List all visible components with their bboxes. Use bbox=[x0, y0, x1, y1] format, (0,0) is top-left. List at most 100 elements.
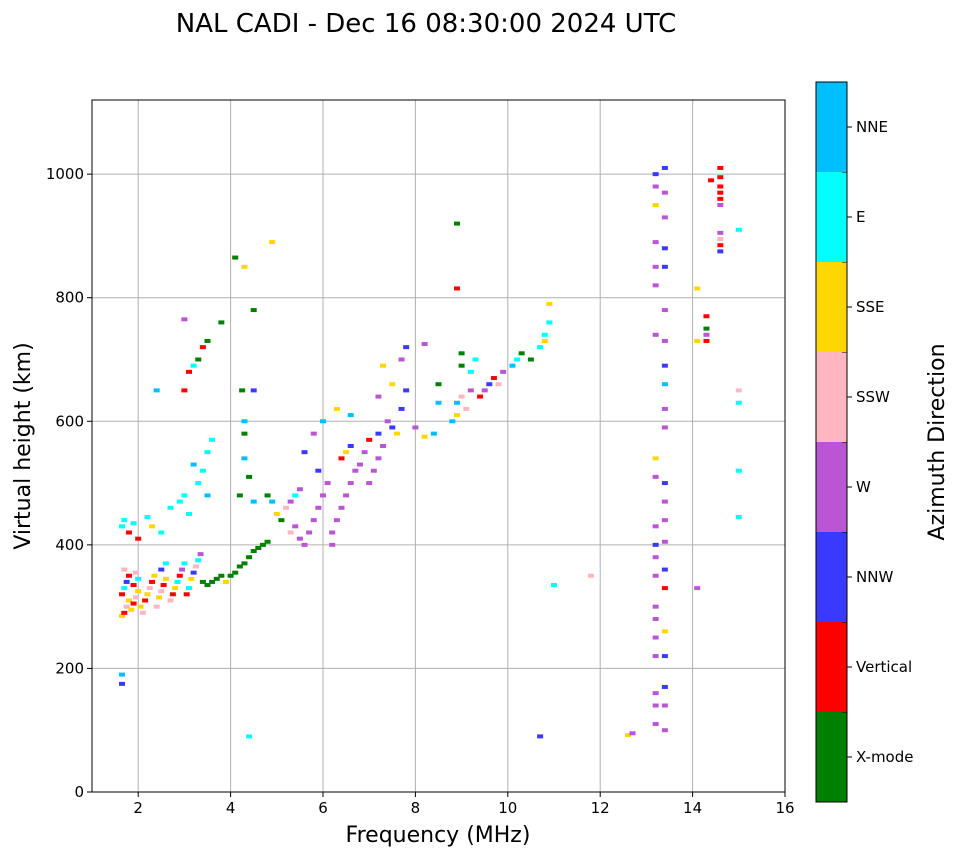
data-point-nne bbox=[661, 382, 668, 387]
data-point-w bbox=[343, 493, 350, 498]
data-point-x-mode bbox=[458, 363, 465, 368]
data-point-x-mode bbox=[264, 539, 271, 544]
data-point-nnw bbox=[661, 654, 668, 659]
colorbar-label-sse: SSE bbox=[856, 298, 885, 316]
data-point-w bbox=[481, 388, 488, 393]
data-point-x-mode bbox=[453, 221, 460, 226]
data-point-nnw bbox=[486, 382, 493, 387]
data-point-x-mode bbox=[458, 351, 465, 356]
data-point-e bbox=[735, 227, 742, 232]
data-point-x-mode bbox=[264, 493, 271, 498]
data-point-w bbox=[652, 184, 659, 189]
data-point-nne bbox=[435, 400, 442, 405]
data-point-sse bbox=[269, 240, 276, 245]
y-tick-label: 1000 bbox=[46, 165, 84, 183]
data-point-ssw bbox=[139, 610, 146, 615]
data-point-vertical bbox=[708, 178, 715, 183]
data-point-vertical bbox=[176, 573, 183, 578]
data-point-sse bbox=[421, 434, 428, 439]
data-point-w bbox=[661, 406, 668, 411]
data-point-ssw bbox=[463, 406, 470, 411]
data-point-sse bbox=[162, 576, 169, 581]
data-point-x-mode bbox=[232, 255, 239, 260]
data-point-e bbox=[190, 363, 197, 368]
data-point-sse bbox=[137, 604, 144, 609]
data-point-w bbox=[366, 481, 373, 486]
data-point-w bbox=[652, 635, 659, 640]
data-point-e bbox=[119, 524, 126, 529]
data-point-e bbox=[162, 561, 169, 566]
data-point-w bbox=[370, 468, 377, 473]
data-point-w bbox=[329, 542, 336, 547]
data-point-w bbox=[347, 481, 354, 486]
data-point-w bbox=[412, 425, 419, 430]
data-point-ssw bbox=[192, 564, 199, 569]
colorbar-label-nnw: NNW bbox=[856, 568, 893, 586]
data-point-x-mode bbox=[236, 564, 243, 569]
data-point-w bbox=[315, 505, 322, 510]
data-point-w bbox=[380, 444, 387, 448]
data-point-w bbox=[652, 573, 659, 578]
data-point-sse bbox=[125, 598, 132, 603]
data-point-sse bbox=[389, 382, 396, 387]
data-point-w bbox=[661, 338, 668, 343]
data-point-w bbox=[296, 487, 303, 492]
x-tick-label: 2 bbox=[133, 799, 143, 817]
data-point-x-mode bbox=[213, 576, 220, 581]
data-point-e bbox=[135, 576, 142, 581]
data-point-x-mode bbox=[246, 474, 253, 479]
data-point-vertical bbox=[119, 592, 126, 597]
data-point-vertical bbox=[703, 314, 710, 319]
data-point-w bbox=[467, 388, 474, 393]
data-point-ssw bbox=[153, 604, 160, 609]
data-point-e bbox=[472, 357, 479, 362]
data-point-nne bbox=[509, 363, 516, 368]
plot-frame bbox=[91, 99, 786, 793]
data-point-e bbox=[735, 515, 742, 520]
data-point-nnw bbox=[661, 481, 668, 486]
colorbar-label-w: W bbox=[856, 478, 871, 496]
data-point-nnw bbox=[190, 570, 197, 575]
data-point-nnw bbox=[389, 425, 396, 430]
data-point-sse bbox=[128, 607, 135, 612]
colorbar-label-nne: NNE bbox=[856, 118, 888, 136]
colorbar-label-vertical: Vertical bbox=[856, 658, 912, 676]
colorbar-swatch-vertical bbox=[816, 622, 847, 712]
data-point-x-mode bbox=[527, 357, 534, 362]
data-point-vertical bbox=[181, 388, 188, 393]
data-point-vertical bbox=[717, 165, 724, 170]
data-point-nne bbox=[190, 462, 197, 467]
data-point-w bbox=[338, 505, 345, 510]
colorbar-swatch-ssw bbox=[816, 352, 847, 442]
data-point-e bbox=[158, 530, 165, 535]
data-point-nne bbox=[250, 499, 257, 504]
data-point-vertical bbox=[717, 196, 724, 201]
data-point-ssw bbox=[123, 604, 130, 609]
data-point-e bbox=[181, 493, 188, 498]
data-point-nnw bbox=[375, 431, 382, 436]
x-axis-label: Frequency (MHz) bbox=[346, 823, 531, 848]
data-point-ssw bbox=[132, 570, 139, 575]
data-point-x-mode bbox=[250, 549, 257, 554]
data-point-nne bbox=[430, 431, 437, 436]
data-point-w bbox=[306, 530, 313, 535]
data-point-e bbox=[541, 332, 548, 337]
data-point-w bbox=[652, 264, 659, 269]
data-point-w bbox=[296, 536, 303, 541]
data-point-sse bbox=[119, 613, 126, 618]
data-point-vertical bbox=[183, 592, 190, 597]
data-point-vertical bbox=[130, 583, 137, 588]
data-point-w bbox=[421, 342, 428, 347]
data-point-sse bbox=[188, 576, 195, 581]
data-point-nnw bbox=[652, 542, 659, 547]
data-point-vertical bbox=[169, 592, 176, 597]
data-point-w bbox=[292, 524, 299, 529]
data-point-vertical bbox=[717, 175, 724, 180]
data-point-sse bbox=[172, 586, 179, 591]
data-point-e bbox=[174, 579, 181, 584]
data-point-e bbox=[199, 468, 206, 473]
data-point-w bbox=[652, 524, 659, 529]
data-point-x-mode bbox=[204, 338, 211, 343]
data-point-sse bbox=[273, 511, 280, 516]
